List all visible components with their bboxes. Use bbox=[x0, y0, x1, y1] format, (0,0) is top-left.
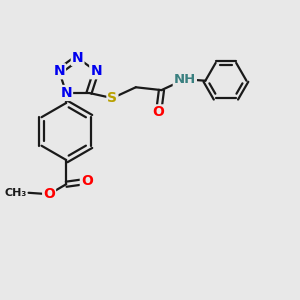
Text: S: S bbox=[107, 91, 117, 105]
Text: NH: NH bbox=[174, 73, 196, 86]
Text: N: N bbox=[53, 64, 65, 78]
Text: CH₃: CH₃ bbox=[5, 188, 27, 198]
Text: O: O bbox=[153, 105, 164, 119]
Text: N: N bbox=[60, 86, 72, 100]
Text: N: N bbox=[90, 64, 102, 78]
Text: N: N bbox=[72, 51, 83, 65]
Text: O: O bbox=[81, 174, 93, 188]
Text: O: O bbox=[43, 187, 55, 201]
